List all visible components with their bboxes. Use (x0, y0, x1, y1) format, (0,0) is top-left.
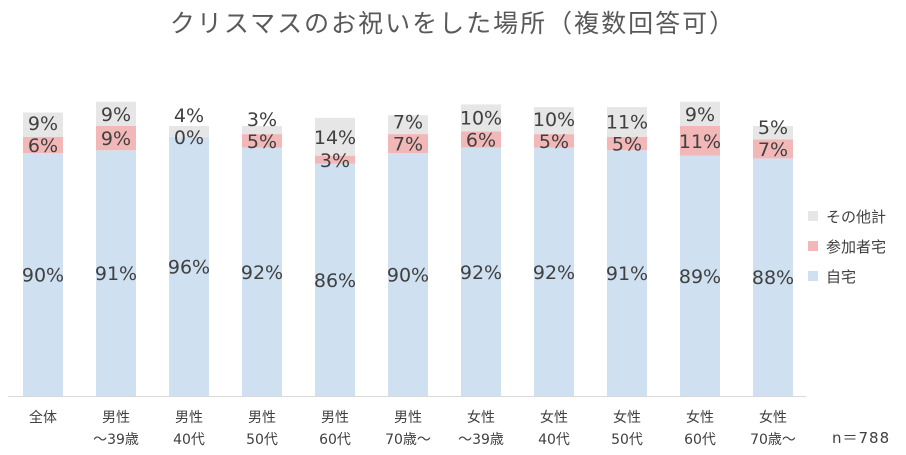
data-label-0-9: 89% (679, 266, 721, 288)
data-label-1-2: 0% (174, 127, 204, 149)
data-label-0-3: 92% (241, 262, 283, 284)
bar-segment-2-3 (242, 126, 282, 135)
bar-segment-0-7 (534, 147, 574, 396)
data-label-2-10: 5% (758, 117, 788, 139)
data-label-0-4: 86% (314, 270, 356, 292)
bar-segment-0-5 (388, 153, 428, 396)
bar-segment-1-9 (680, 126, 720, 156)
data-label-0-0: 90% (22, 265, 64, 287)
legend-item-home: 自宅 (808, 261, 886, 291)
bar-segment-0-10 (753, 158, 793, 396)
bar-segment-2-4 (315, 117, 355, 156)
category-label-6-1: ～39歳 (458, 432, 504, 448)
data-label-2-8: 11% (606, 112, 648, 134)
data-label-0-2: 96% (168, 256, 210, 278)
category-label-10-1: 70歳～ (750, 432, 796, 448)
legend-item-participant-home: 参加者宅 (808, 231, 886, 261)
category-label-9-0: 女性 (686, 409, 714, 426)
data-label-1-1: 9% (101, 128, 131, 150)
bar-segment-1-4 (315, 155, 355, 164)
category-label-3-1: 50代 (246, 432, 278, 448)
bar-segment-1-5 (388, 134, 428, 153)
bar-segment-1-10 (753, 139, 793, 159)
category-label-4-0: 男性 (321, 410, 349, 426)
category-label-3-0: 男性 (248, 410, 276, 426)
legend: その他計 参加者宅 自宅 (808, 201, 886, 291)
category-label-1-0: 男性 (102, 410, 130, 426)
data-label-0-7: 92% (533, 262, 575, 284)
bar-segment-0-3 (242, 147, 282, 396)
category-label-4-1: 60代 (319, 432, 351, 448)
category-label-2-0: 男性 (175, 410, 203, 426)
bar-segment-1-1 (96, 126, 136, 151)
category-label-10-0: 女性 (759, 409, 787, 426)
data-label-2-6: 10% (460, 108, 502, 130)
bar-segment-2-1 (96, 101, 136, 126)
legend-swatch-participant-home (808, 241, 818, 251)
data-label-0-10: 88% (752, 267, 794, 289)
category-label-8-0: 女性 (613, 409, 641, 426)
bar-segment-2-6 (461, 104, 501, 132)
category-label-5-1: 70歳～ (385, 432, 431, 448)
bar-segment-2-0 (23, 112, 63, 137)
category-label-6-0: 女性 (467, 409, 495, 426)
bar-segment-0-6 (461, 147, 501, 396)
sample-size-note: n＝788 (832, 429, 891, 447)
bar-segment-0-0 (23, 153, 63, 396)
bar-segment-0-4 (315, 163, 355, 396)
data-label-1-9: 11% (679, 131, 721, 153)
data-label-2-2: 4% (174, 105, 204, 127)
bar-segment-1-6 (461, 131, 501, 148)
data-label-0-5: 90% (387, 265, 429, 287)
category-label-2-1: 40代 (173, 432, 205, 448)
bar-segment-1-7 (534, 134, 574, 148)
data-label-1-5: 7% (393, 134, 423, 156)
category-label-1-1: ～39歳 (93, 432, 139, 448)
legend-label-home: 自宅 (826, 267, 857, 286)
data-label-1-0: 6% (28, 135, 58, 157)
data-label-1-6: 6% (466, 130, 496, 152)
data-label-2-4: 14% (314, 127, 356, 149)
bar-segment-1-8 (607, 136, 647, 151)
data-label-1-4: 3% (320, 150, 350, 172)
category-label-5-0: 男性 (394, 410, 422, 426)
data-label-2-9: 9% (685, 104, 715, 126)
bar-segment-2-9 (680, 101, 720, 126)
data-label-2-5: 7% (393, 112, 423, 134)
bar-segment-2-5 (388, 115, 428, 135)
legend-label-other: その他計 (826, 207, 887, 226)
bar-segment-2-10 (753, 126, 793, 140)
data-label-0-1: 91% (95, 263, 137, 285)
legend-item-other: その他計 (808, 201, 886, 231)
bar-segment-1-3 (242, 134, 282, 148)
data-label-1-10: 7% (758, 139, 788, 161)
bar-segment-0-2 (169, 136, 209, 397)
bar-segment-2-8 (607, 107, 647, 137)
category-label-7-0: 女性 (540, 409, 568, 426)
chart-title: クリスマスのお祝いをした場所（複数回答可） (169, 9, 737, 38)
data-label-0-6: 92% (460, 262, 502, 284)
data-label-2-3: 3% (247, 109, 277, 131)
data-label-1-3: 5% (247, 131, 277, 153)
bar-segment-0-8 (607, 150, 647, 396)
legend-swatch-home (808, 271, 818, 281)
bar-segment-2-2 (169, 126, 209, 137)
category-label-9-1: 60代 (684, 432, 716, 448)
data-label-1-8: 5% (612, 134, 642, 156)
bar-segment-0-9 (680, 155, 720, 396)
legend-label-participant-home: 参加者宅 (826, 237, 887, 256)
bar-segment-2-7 (534, 107, 574, 135)
data-label-2-0: 9% (28, 113, 58, 135)
data-label-2-7: 10% (533, 109, 575, 131)
data-label-0-8: 91% (606, 263, 648, 285)
bar-segment-1-0 (23, 136, 63, 153)
data-label-1-7: 5% (539, 131, 569, 153)
category-label-7-1: 40代 (538, 432, 570, 448)
category-label-0-0: 全体 (29, 409, 57, 426)
category-label-8-1: 50代 (611, 432, 643, 448)
legend-swatch-other (808, 211, 818, 221)
bar-segment-0-1 (96, 150, 136, 396)
data-label-2-1: 9% (101, 104, 131, 126)
